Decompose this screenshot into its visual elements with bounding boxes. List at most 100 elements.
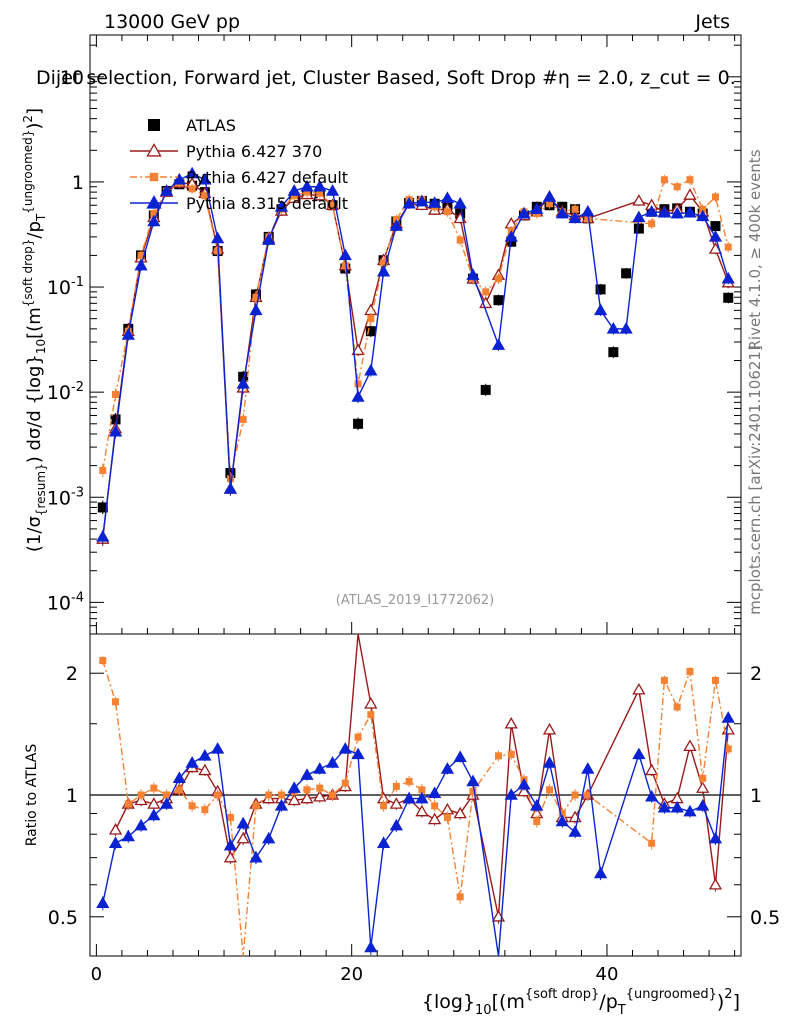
- data-point: [172, 172, 186, 185]
- data-point: [517, 777, 531, 790]
- series-line: [102, 182, 729, 540]
- data-point: [530, 202, 544, 214]
- data-point: [354, 380, 362, 388]
- ratio-tick-label: 2: [66, 663, 78, 685]
- data-point: [354, 733, 362, 741]
- data-point: [542, 756, 557, 768]
- data-point: [660, 176, 668, 184]
- data-point: [533, 818, 541, 826]
- y-tick-label: 10-1: [47, 275, 84, 299]
- data-point: [364, 940, 378, 953]
- data-point: [555, 814, 569, 827]
- data-point: [249, 303, 263, 316]
- data-point: [710, 221, 721, 232]
- ratio-tick-label-right: 0.5: [750, 907, 780, 929]
- data-point: [188, 185, 196, 193]
- data-point: [147, 214, 161, 227]
- data-point: [648, 839, 656, 847]
- y-axis-label: (1/σ{resum}) dσ/d {log}10[(m{soft drop}/…: [21, 108, 48, 552]
- data-point: [380, 802, 388, 810]
- data-point: [708, 877, 723, 890]
- data-point: [721, 711, 735, 723]
- y-tick-label: 1: [72, 172, 84, 194]
- data-point: [493, 295, 504, 306]
- data-point: [316, 784, 324, 792]
- data-point: [645, 204, 659, 217]
- data-point: [504, 716, 518, 729]
- data-point: [389, 219, 403, 231]
- energy-label: 13000 GeV pp: [104, 11, 240, 33]
- data-point: [453, 196, 467, 209]
- data-point: [494, 275, 502, 283]
- series-pythia-6-427-default: [99, 656, 732, 957]
- data-point: [443, 208, 451, 216]
- data-point: [632, 194, 646, 206]
- data-point: [198, 748, 212, 761]
- data-point: [657, 800, 672, 813]
- data-point: [351, 390, 365, 402]
- data-point: [188, 802, 196, 810]
- y-tick-label: 10-2: [47, 380, 84, 404]
- data-point: [696, 799, 710, 811]
- data-point: [108, 836, 123, 848]
- data-point: [274, 799, 289, 811]
- data-point: [149, 172, 159, 182]
- data-point: [568, 211, 582, 224]
- data-point: [593, 866, 608, 879]
- data-point: [466, 774, 480, 787]
- data-point: [415, 804, 429, 817]
- data-point: [606, 322, 620, 334]
- data-point: [660, 676, 668, 684]
- data-point: [239, 415, 247, 423]
- data-point: [146, 195, 162, 209]
- data-point: [236, 377, 250, 389]
- data-point: [341, 262, 349, 270]
- data-point: [97, 502, 108, 513]
- main-series-group: [96, 166, 735, 547]
- data-point: [632, 682, 646, 695]
- data-point: [137, 791, 145, 799]
- data-point: [223, 482, 238, 494]
- data-point: [252, 802, 260, 810]
- series-line: [102, 717, 729, 957]
- x-tick-label: 20: [340, 964, 363, 985]
- data-point: [711, 676, 719, 684]
- data-point: [367, 315, 375, 323]
- data-point: [480, 384, 491, 395]
- data-point: [364, 697, 378, 709]
- ratio-series-group: [96, 633, 735, 957]
- data-point: [365, 326, 376, 337]
- data-point: [313, 179, 327, 192]
- data-point: [402, 791, 416, 804]
- data-point: [584, 791, 592, 799]
- data-point: [723, 292, 734, 303]
- y-tick-label: 10-4: [47, 590, 84, 614]
- data-point: [389, 797, 403, 809]
- mcplots-label: mcplots.cern.ch [arXiv:2401.10621]: [746, 345, 764, 615]
- data-point: [274, 199, 289, 212]
- chart-title: Dijet selection, Forward jet, Cluster Ba…: [36, 67, 736, 89]
- data-point: [223, 850, 238, 863]
- data-point: [696, 781, 710, 793]
- data-point: [148, 119, 160, 131]
- data-point: [428, 786, 442, 799]
- data-point: [428, 812, 442, 825]
- data-point: [236, 831, 250, 844]
- analysis-label: (ATLAS_2019_I1772062): [336, 593, 494, 608]
- series-line: [102, 178, 729, 479]
- data-point: [405, 777, 413, 785]
- series-line: [102, 660, 729, 957]
- data-point: [568, 825, 582, 837]
- data-point: [571, 205, 579, 213]
- data-point: [670, 800, 684, 813]
- data-point: [593, 303, 608, 316]
- data-point: [201, 192, 209, 200]
- data-point: [134, 818, 148, 831]
- data-point: [198, 763, 212, 776]
- data-point: [108, 424, 123, 437]
- data-point: [198, 172, 212, 185]
- data-point: [673, 183, 681, 191]
- data-point: [146, 143, 162, 157]
- data-point: [494, 752, 502, 760]
- data-point: [482, 288, 490, 296]
